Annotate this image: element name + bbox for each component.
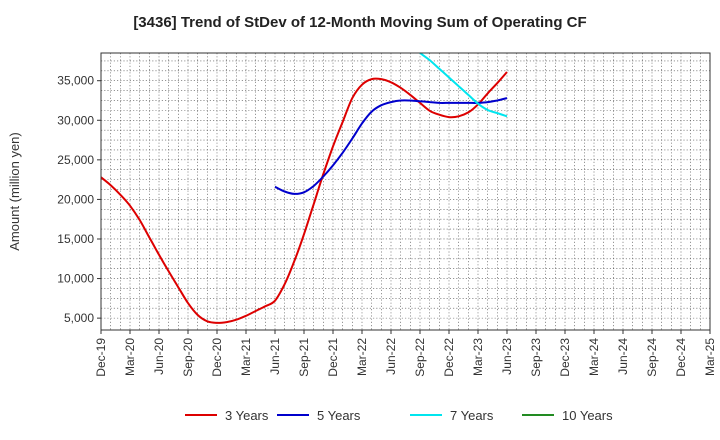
x-tick-label: Mar-24 <box>587 338 601 376</box>
x-tick-label: Sep-20 <box>181 338 195 377</box>
y-tick-label: 5,000 <box>64 311 94 325</box>
legend-label-3-years: 3 Years <box>225 408 269 423</box>
x-tick-label: Sep-21 <box>297 338 311 377</box>
x-tick-label: Mar-21 <box>239 338 253 376</box>
y-tick-label: 20,000 <box>57 192 94 206</box>
series-layer <box>100 52 508 324</box>
x-tick-label: Dec-21 <box>326 338 340 377</box>
legend-label-7-years: 7 Years <box>450 408 494 423</box>
plot-frame <box>100 52 711 331</box>
x-tick-label: Dec-19 <box>94 338 108 377</box>
y-tick-label: 30,000 <box>57 113 94 127</box>
x-tick-label: Dec-22 <box>442 338 456 377</box>
axes: 5,000 10,000 15,000 20,000 25,000 30,000 35,00… <box>7 52 717 377</box>
x-tick-label: Jun-24 <box>616 338 630 375</box>
y-axis-label: Amount (million yen) <box>7 132 22 251</box>
x-tick-label: Sep-24 <box>645 338 659 377</box>
y-tick-label: 10,000 <box>57 272 94 286</box>
x-tick-label: Mar-25 <box>703 338 717 376</box>
x-tick-label: Mar-23 <box>471 338 485 376</box>
grid <box>101 53 710 330</box>
x-tick-label: Sep-22 <box>413 338 427 377</box>
y-tick-label: 15,000 <box>57 232 94 246</box>
chart-title: [3436] Trend of StDev of 12-Month Moving… <box>133 14 587 31</box>
x-tick-label: Dec-24 <box>674 338 688 377</box>
series-line-3-years <box>100 71 508 324</box>
x-tick-label: Jun-20 <box>152 338 166 375</box>
series-line-5-years <box>274 97 508 195</box>
series-line-7-years <box>419 52 508 118</box>
plot-area <box>101 53 710 330</box>
x-tick-label: Mar-22 <box>355 338 369 376</box>
legend: 3 Years 5 Years 7 Years 10 Years <box>185 408 613 423</box>
legend-label-10-years: 10 Years <box>562 408 613 423</box>
x-tick-label: Dec-23 <box>558 338 572 377</box>
x-tick-label: Mar-20 <box>123 338 137 376</box>
x-tick-label: Sep-23 <box>529 338 543 377</box>
x-tick-label: Jun-22 <box>384 338 398 375</box>
legend-label-5-years: 5 Years <box>317 408 361 423</box>
x-tick-label: Jun-23 <box>500 338 514 375</box>
x-tick-label: Jun-21 <box>268 338 282 375</box>
y-tick-label: 35,000 <box>57 74 94 88</box>
x-tick-label: Dec-20 <box>210 338 224 377</box>
y-tick-label: 25,000 <box>57 153 94 167</box>
